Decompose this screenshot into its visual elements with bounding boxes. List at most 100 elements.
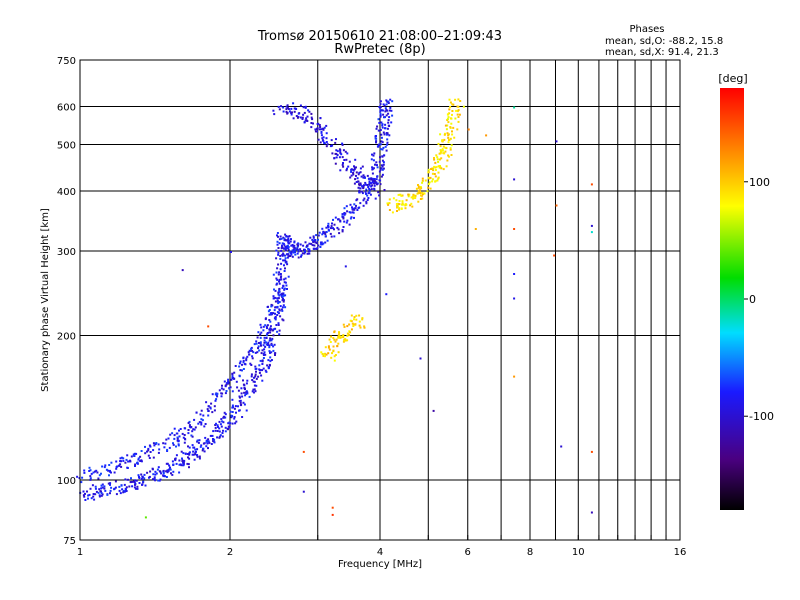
data-point (176, 432, 179, 435)
data-point (280, 278, 283, 281)
data-point (90, 472, 93, 475)
data-point (437, 171, 440, 174)
data-point (279, 268, 282, 271)
data-point (333, 355, 336, 358)
data-point (203, 442, 206, 445)
data-point (319, 246, 322, 248)
data-point (345, 221, 348, 224)
data-point (331, 506, 334, 509)
data-point (321, 137, 324, 140)
data-point (337, 351, 340, 354)
data-point (379, 109, 382, 112)
x-tick-label: 10 (572, 547, 585, 558)
data-point (253, 376, 255, 379)
data-point (447, 136, 450, 139)
data-point (284, 238, 287, 241)
data-point (170, 472, 172, 475)
data-point (83, 471, 86, 474)
data-point (342, 323, 345, 326)
data-point (196, 454, 198, 457)
data-point (119, 492, 122, 495)
data-point (233, 417, 236, 420)
data-point (245, 409, 248, 412)
data-point (343, 213, 346, 216)
data-point (278, 238, 281, 241)
data-point (254, 368, 257, 370)
data-point (451, 130, 453, 133)
data-point (378, 179, 381, 182)
data-point (330, 235, 333, 238)
y-tick-label: 75 (63, 536, 76, 547)
data-point (330, 225, 333, 228)
data-point (381, 155, 384, 158)
data-point (173, 434, 176, 437)
data-point (278, 278, 281, 281)
data-point (291, 244, 294, 246)
data-point (310, 116, 313, 119)
data-point (237, 389, 240, 392)
data-point (401, 200, 404, 203)
data-point (448, 108, 451, 111)
data-point (383, 133, 386, 136)
data-point (336, 345, 339, 348)
data-point (263, 341, 266, 344)
data-point (257, 375, 260, 378)
data-point (437, 165, 440, 168)
data-point (555, 140, 558, 143)
data-point (438, 166, 441, 169)
data-point (320, 351, 323, 354)
data-point (424, 179, 427, 182)
data-point (244, 388, 246, 391)
data-point (101, 483, 104, 486)
data-point (259, 333, 262, 336)
data-point (103, 487, 106, 490)
data-point (225, 390, 228, 392)
data-point (361, 185, 364, 188)
data-point (268, 309, 271, 311)
data-point (370, 185, 373, 188)
data-point (278, 282, 281, 285)
data-point (391, 211, 394, 214)
data-point (384, 107, 387, 110)
data-point (353, 166, 356, 169)
data-point (244, 363, 247, 366)
data-point (290, 238, 292, 241)
data-point (346, 334, 349, 337)
data-point (314, 247, 317, 250)
data-point (553, 254, 556, 257)
data-point (435, 166, 438, 169)
data-point (97, 491, 100, 494)
data-point (144, 452, 147, 455)
data-point (276, 314, 279, 316)
data-point (335, 138, 337, 141)
data-point (233, 371, 236, 374)
data-point (293, 110, 296, 113)
x-tick-label: 16 (674, 547, 687, 558)
data-point (355, 166, 357, 169)
data-point (429, 176, 432, 179)
data-point (98, 474, 101, 477)
data-point (435, 154, 438, 157)
data-point (200, 421, 203, 424)
data-point (365, 202, 368, 205)
data-point (285, 105, 288, 108)
data-point (363, 325, 366, 328)
data-point (296, 246, 299, 249)
data-point (286, 263, 289, 266)
data-point (398, 208, 401, 211)
data-point (376, 183, 378, 186)
data-point (278, 308, 281, 311)
data-point (353, 216, 355, 219)
data-point (334, 141, 337, 144)
data-point (373, 152, 376, 155)
data-point (243, 391, 246, 394)
data-point (310, 122, 313, 124)
data-point (365, 192, 367, 195)
data-point (278, 287, 281, 290)
data-point (188, 446, 191, 449)
data-point (109, 483, 111, 486)
data-point (283, 288, 286, 291)
data-point (196, 455, 199, 458)
data-point (440, 150, 442, 153)
data-point (358, 183, 360, 186)
